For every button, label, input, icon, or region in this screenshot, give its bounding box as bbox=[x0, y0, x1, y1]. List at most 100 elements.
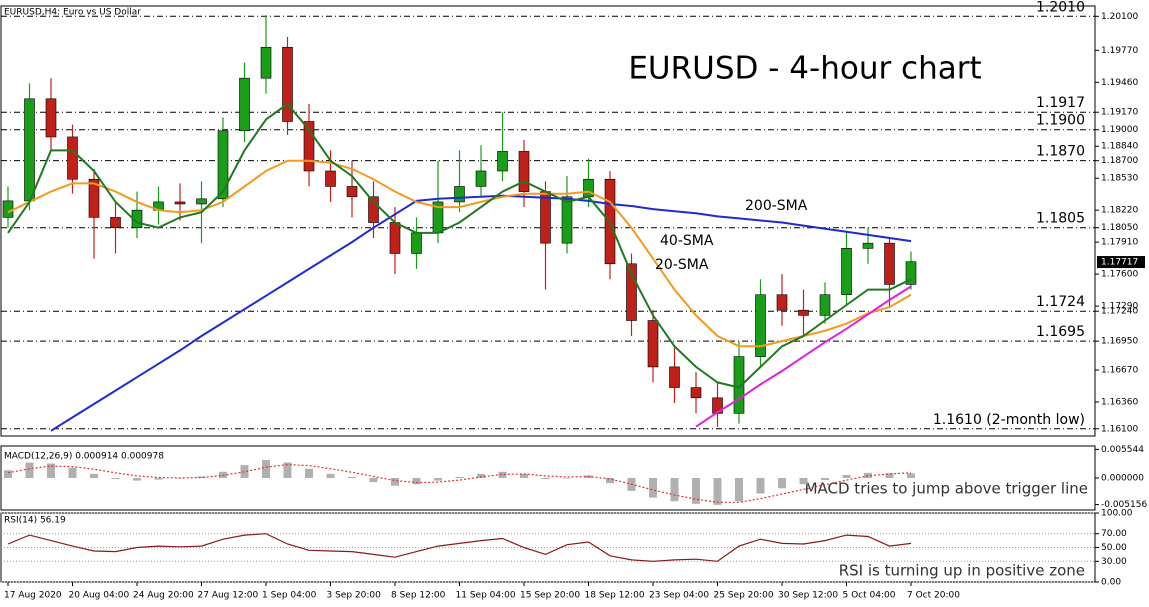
histogram-bar bbox=[47, 463, 55, 478]
sma-line bbox=[695, 285, 912, 428]
y-tick-label: 1.16950 bbox=[1101, 337, 1138, 347]
histogram-bar bbox=[541, 478, 550, 480]
sma-line bbox=[50, 194, 912, 432]
x-tick-label: 15 Sep 20:00 bbox=[520, 591, 580, 601]
histogram-bar bbox=[821, 478, 829, 481]
histogram-bar bbox=[305, 468, 313, 478]
candle-body bbox=[325, 170, 336, 187]
candle-body bbox=[647, 320, 659, 368]
candle-body bbox=[260, 46, 272, 79]
y-tick-label: 1.18530 bbox=[1101, 174, 1138, 184]
histogram-bar bbox=[434, 478, 442, 481]
y-tick-label: 0.00 bbox=[1101, 578, 1121, 588]
level-label: 1.1870 bbox=[1036, 144, 1085, 160]
candle-body bbox=[776, 294, 788, 311]
histogram-bar bbox=[133, 478, 141, 481]
histogram-bar bbox=[498, 471, 507, 478]
histogram-bar bbox=[649, 478, 657, 498]
y-tick-label: 1.19460 bbox=[1101, 78, 1138, 88]
macd-title: MACD(12,26,9) 0.000914 0.000978 bbox=[4, 452, 164, 462]
candle-body bbox=[346, 186, 358, 198]
pane-frame bbox=[0, 5, 1096, 437]
y-tick-label: 0.005544 bbox=[1101, 445, 1144, 455]
level-label: 1.1805 bbox=[1036, 211, 1085, 227]
candle-body bbox=[518, 151, 530, 192]
level-label: 1.2010 bbox=[1036, 0, 1085, 15]
candle-body bbox=[905, 261, 917, 285]
histogram-bar bbox=[111, 478, 120, 480]
candle-body bbox=[454, 186, 465, 203]
x-tick-label: 25 Sep 20:00 bbox=[714, 591, 774, 601]
series-label: 200-SMA bbox=[745, 198, 808, 214]
y-tick-label: 1.17600 bbox=[1101, 270, 1138, 280]
candle-body bbox=[196, 198, 207, 205]
candle-body bbox=[798, 309, 809, 316]
histogram-bar bbox=[412, 478, 421, 485]
y-tick-label: 1.18050 bbox=[1101, 223, 1138, 233]
candle-body bbox=[303, 121, 315, 172]
candle-body bbox=[841, 248, 852, 296]
series-label: 40-SMA bbox=[660, 233, 714, 249]
candle-body bbox=[475, 170, 487, 187]
histogram-bar bbox=[4, 470, 12, 478]
candle-body bbox=[110, 217, 121, 229]
candle-body bbox=[690, 387, 702, 399]
candle-body bbox=[88, 178, 100, 218]
candle-body bbox=[669, 366, 680, 388]
y-tick-label: 50.00 bbox=[1101, 543, 1127, 553]
histogram-bar bbox=[520, 473, 528, 478]
histogram-bar bbox=[391, 478, 399, 486]
x-tick-label: 18 Sep 12:00 bbox=[585, 591, 645, 601]
histogram-bar bbox=[778, 478, 786, 489]
histogram-bar bbox=[283, 462, 292, 478]
candle-body bbox=[561, 196, 573, 244]
level-label: 1.1724 bbox=[1036, 294, 1085, 310]
rsi-annotation: RSI is turning up in positive zone bbox=[839, 562, 1085, 580]
histogram-bar bbox=[756, 478, 765, 494]
candle-body bbox=[884, 242, 895, 285]
rsi-title: RSI(14) 56.19 bbox=[4, 516, 66, 526]
sma-line bbox=[7, 102, 912, 389]
y-tick-label: 1.19770 bbox=[1101, 46, 1138, 56]
histogram-bar bbox=[197, 476, 206, 478]
histogram-bar bbox=[90, 473, 98, 478]
macd-annotation: MACD tries to jump above trigger line bbox=[805, 480, 1088, 498]
y-tick-label: 1.18840 bbox=[1101, 142, 1138, 152]
x-tick-label: 27 Aug 12:00 bbox=[198, 591, 259, 601]
histogram-bar bbox=[606, 478, 614, 484]
y-tick-label: 1.19000 bbox=[1101, 125, 1138, 135]
candle-body bbox=[733, 356, 745, 414]
candle-body bbox=[540, 191, 551, 244]
histogram-bar bbox=[907, 473, 915, 478]
y-tick-label: 1.17290 bbox=[1101, 302, 1138, 312]
candle-body bbox=[755, 294, 766, 357]
x-tick-label: 5 Oct 04:00 bbox=[843, 591, 896, 601]
histogram-bar bbox=[842, 474, 851, 478]
candle-body bbox=[174, 201, 186, 205]
y-tick-label: 100.00 bbox=[1101, 509, 1133, 519]
y-tick-label: 1.18220 bbox=[1101, 206, 1138, 216]
y-tick-label: 1.20100 bbox=[1101, 12, 1138, 22]
x-tick-label: 1 Sep 04:00 bbox=[262, 591, 317, 601]
x-tick-label: 7 Oct 20:00 bbox=[907, 591, 960, 601]
y-tick-label: 1.16100 bbox=[1101, 424, 1138, 434]
indicator-line bbox=[7, 533, 912, 562]
y-tick-label: 70.00 bbox=[1101, 529, 1127, 539]
y-tick-label: 30.00 bbox=[1101, 557, 1127, 567]
histogram-bar bbox=[670, 478, 679, 502]
last-price-label: 1.17717 bbox=[1101, 258, 1138, 268]
histogram-bar bbox=[799, 478, 808, 485]
x-tick-label: 3 Sep 20:00 bbox=[327, 591, 382, 601]
chart-subtitle: EURUSD,H4: Euro vs US Dollar bbox=[4, 8, 141, 18]
y-tick-label: 1.17910 bbox=[1101, 238, 1138, 248]
level-label: 1.1900 bbox=[1036, 113, 1085, 129]
candle-body bbox=[368, 196, 379, 223]
y-tick-label: -0.005156 bbox=[1101, 500, 1147, 510]
candle-body bbox=[626, 263, 637, 321]
histogram-bar bbox=[692, 478, 700, 504]
histogram-bar bbox=[477, 473, 485, 478]
histogram-bar bbox=[885, 473, 894, 478]
histogram-bar bbox=[735, 478, 743, 502]
y-tick-label: 1.19170 bbox=[1101, 108, 1138, 118]
